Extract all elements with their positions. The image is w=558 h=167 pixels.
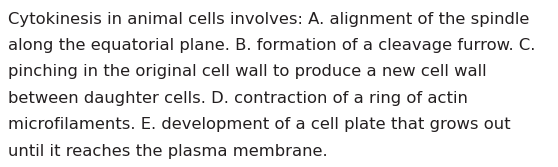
Text: along the equatorial plane. B. formation of a cleavage furrow. C.: along the equatorial plane. B. formation… <box>8 38 536 53</box>
Text: pinching in the original cell wall to produce a new cell wall: pinching in the original cell wall to pr… <box>8 64 487 79</box>
Text: until it reaches the plasma membrane.: until it reaches the plasma membrane. <box>8 144 328 159</box>
Text: between daughter cells. D. contraction of a ring of actin: between daughter cells. D. contraction o… <box>8 91 468 106</box>
Text: microfilaments. E. development of a cell plate that grows out: microfilaments. E. development of a cell… <box>8 117 511 132</box>
Text: Cytokinesis in animal cells involves: A. alignment of the spindle: Cytokinesis in animal cells involves: A.… <box>8 12 530 27</box>
